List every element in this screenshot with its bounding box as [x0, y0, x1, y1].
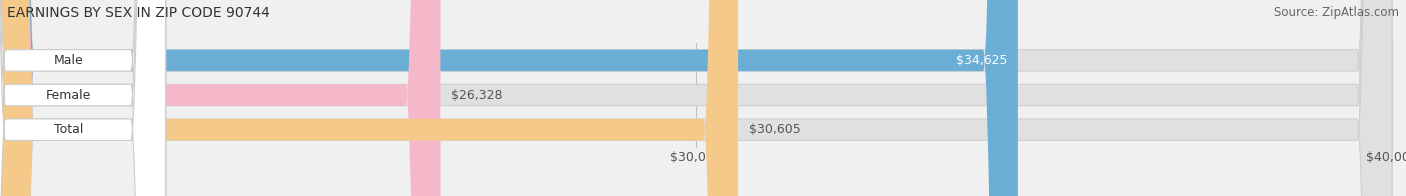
FancyBboxPatch shape	[0, 0, 440, 196]
Text: $30,605: $30,605	[748, 123, 800, 136]
Text: Source: ZipAtlas.com: Source: ZipAtlas.com	[1274, 6, 1399, 19]
Text: EARNINGS BY SEX IN ZIP CODE 90744: EARNINGS BY SEX IN ZIP CODE 90744	[7, 6, 270, 20]
FancyBboxPatch shape	[0, 0, 166, 196]
FancyBboxPatch shape	[0, 0, 166, 196]
FancyBboxPatch shape	[0, 0, 1018, 196]
FancyBboxPatch shape	[0, 0, 166, 196]
Text: $26,328: $26,328	[451, 89, 502, 102]
Text: Male: Male	[53, 54, 83, 67]
Text: Total: Total	[53, 123, 83, 136]
Text: $34,625: $34,625	[956, 54, 1008, 67]
FancyBboxPatch shape	[0, 0, 738, 196]
Text: Female: Female	[45, 89, 91, 102]
